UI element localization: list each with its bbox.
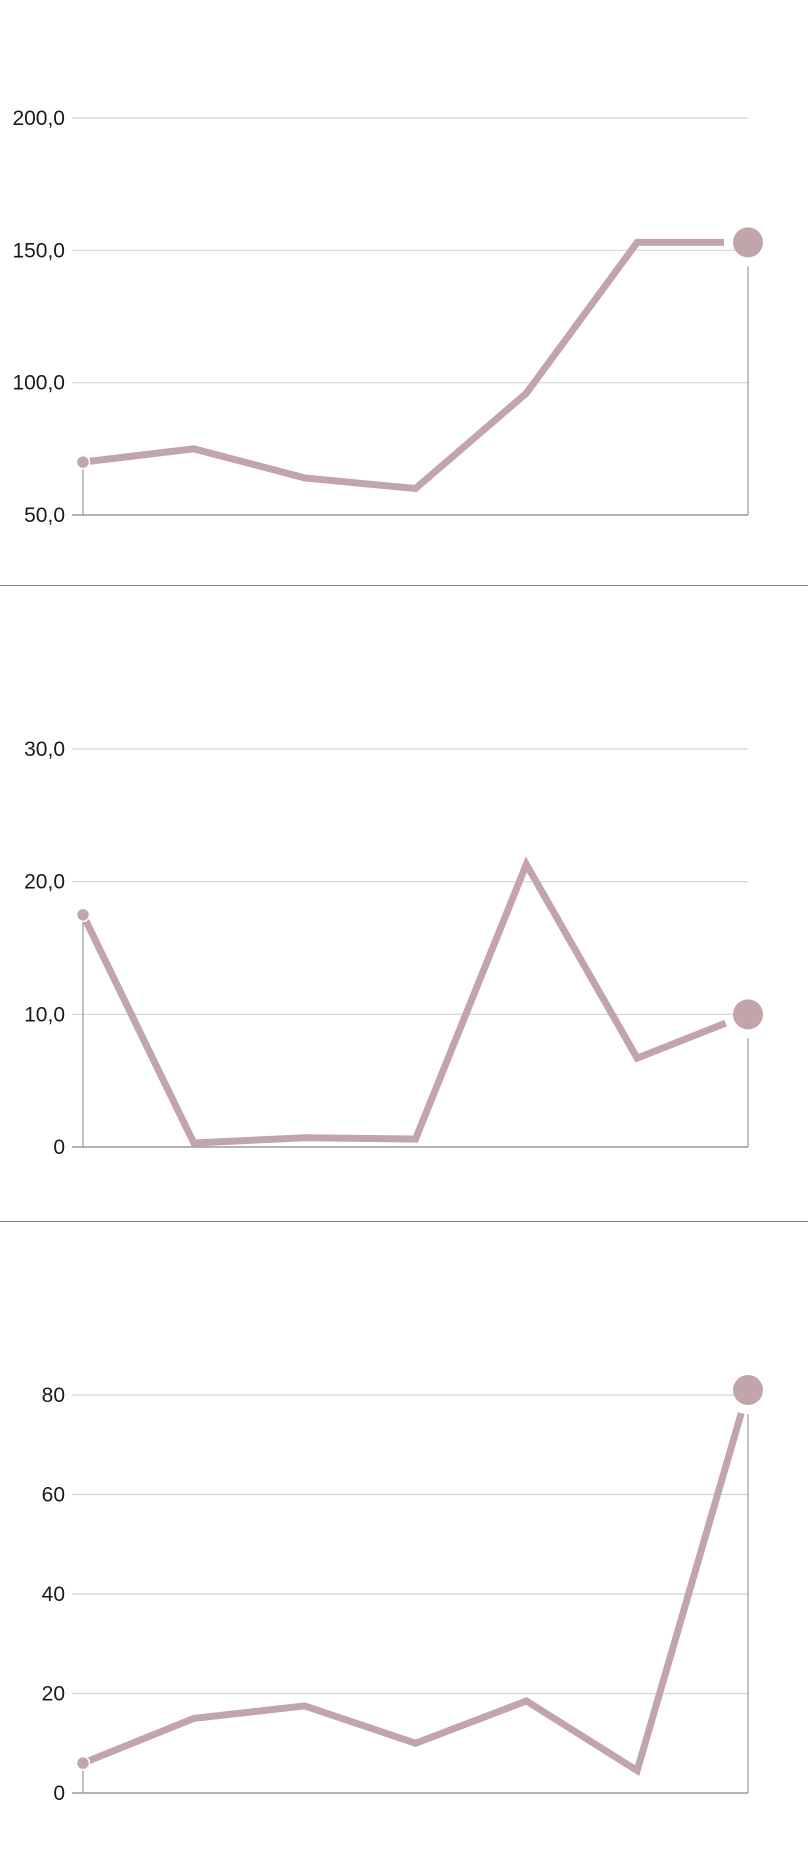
- series-line: [81, 1412, 745, 1777]
- y-tick-label: 10,0: [24, 1003, 65, 1026]
- y-tick-label: 200,0: [12, 107, 65, 130]
- chart-panel-2: 0 10,0 20,0 30,0: [0, 587, 808, 1221]
- chart-panel-1: 50,0 100,0 150,0 200,0: [0, 0, 808, 585]
- y-tick-label: 40: [42, 1583, 65, 1606]
- series-line: [82, 238, 724, 493]
- chart-1-svg: 50,0 100,0 150,0 200,0: [12, 107, 763, 527]
- y-tick-label: 0: [53, 1782, 65, 1805]
- series-line: [79, 856, 727, 1147]
- start-point-dot: [75, 907, 91, 923]
- y-tick-label: 80: [42, 1384, 65, 1407]
- end-point-dot: [733, 227, 763, 258]
- y-tick-label: 20: [42, 1683, 65, 1706]
- end-point-dot: [733, 1375, 763, 1406]
- y-tick-label: 20,0: [24, 871, 65, 894]
- y-tick-label: 0: [53, 1136, 65, 1159]
- panel-divider-1: [0, 585, 808, 586]
- chart-panel-3: 0 20 40 60 80: [0, 1223, 808, 1850]
- start-point-dot: [75, 1755, 91, 1771]
- y-tick-label: 30,0: [24, 738, 65, 761]
- y-tick-label: 60: [42, 1484, 65, 1507]
- chart-3-svg: 0 20 40 60 80: [42, 1375, 763, 1805]
- y-tick-label: 150,0: [12, 239, 65, 262]
- chart-2-svg: 0 10,0 20,0 30,0: [24, 738, 763, 1159]
- panel-divider-2: [0, 1221, 808, 1222]
- end-point-dot: [733, 999, 763, 1030]
- y-tick-label: 100,0: [12, 372, 65, 395]
- start-point-dot: [75, 454, 91, 470]
- y-tick-label: 50,0: [24, 504, 65, 527]
